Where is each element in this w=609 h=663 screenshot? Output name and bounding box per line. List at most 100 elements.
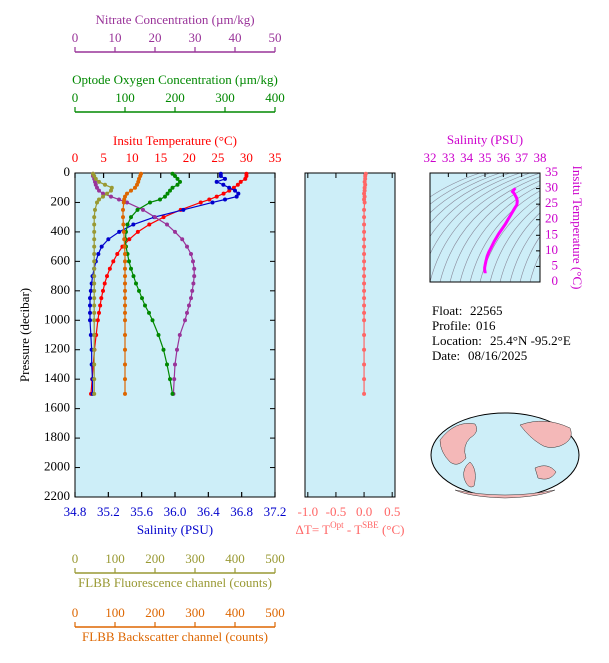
data-point xyxy=(105,274,109,279)
data-point xyxy=(163,194,167,199)
data-point xyxy=(117,229,122,234)
data-point xyxy=(161,347,166,352)
data-point xyxy=(92,288,97,293)
x-axis-label-part: (°C) xyxy=(379,522,405,537)
data-point xyxy=(123,310,127,315)
data-point xyxy=(210,200,215,205)
density-contour xyxy=(439,176,540,282)
x-tick-label: 0 xyxy=(72,551,79,566)
data-point xyxy=(236,191,241,196)
x-tick-label: 35.6 xyxy=(130,504,153,519)
panel-frame xyxy=(304,172,396,498)
data-point xyxy=(92,318,97,323)
x-tick-label: 0 xyxy=(72,605,79,620)
x-tick-label: 400 xyxy=(265,90,285,105)
x-tick-label: 200 xyxy=(145,551,165,566)
x-tick-label: 15 xyxy=(154,150,167,165)
data-point xyxy=(123,318,127,323)
data-point xyxy=(123,274,127,279)
data-point xyxy=(109,194,113,199)
x-tick-label: 35.2 xyxy=(97,504,120,519)
data-point xyxy=(181,207,186,212)
data-point xyxy=(92,310,97,315)
data-point xyxy=(362,362,367,367)
x-tick-label: 500 xyxy=(265,605,285,620)
density-contour xyxy=(430,173,521,238)
x-axis-label: Nitrate Concentration (µm/kg) xyxy=(95,12,254,27)
x-tick-label: 20 xyxy=(149,30,162,45)
info-value: 016 xyxy=(476,318,496,333)
data-point xyxy=(88,288,93,293)
data-point xyxy=(362,333,367,337)
data-point xyxy=(92,377,97,382)
x-tick-label: 32 xyxy=(424,150,437,165)
info-label: Profile: xyxy=(432,318,471,333)
data-point xyxy=(92,252,97,256)
x-axis-label: ΔT= TOpt - TSBE (°C) xyxy=(296,520,405,537)
data-point xyxy=(189,296,193,301)
y-tick-label: 400 xyxy=(51,223,71,238)
data-point xyxy=(88,303,92,308)
data-point xyxy=(150,318,155,323)
data-point xyxy=(362,310,367,315)
density-contour xyxy=(529,253,540,282)
density-contour xyxy=(499,212,540,282)
data-point xyxy=(111,259,116,264)
data-point xyxy=(131,222,136,227)
x-tick-label: 36.8 xyxy=(230,504,253,519)
x-axis-label-part: - T xyxy=(344,522,363,537)
x-tick-label: 100 xyxy=(115,90,135,105)
data-point xyxy=(121,229,126,234)
x-tick-label: 35 xyxy=(479,150,492,165)
x-tick-label: 50 xyxy=(269,30,282,45)
data-point xyxy=(99,296,104,301)
data-point xyxy=(148,200,152,205)
data-point xyxy=(127,259,131,264)
data-point xyxy=(143,303,147,308)
data-point xyxy=(140,296,144,301)
data-point xyxy=(92,237,97,242)
data-point xyxy=(123,252,127,256)
data-point xyxy=(172,377,177,382)
data-point xyxy=(134,281,138,286)
data-point xyxy=(101,288,105,293)
data-point xyxy=(191,259,195,264)
data-point xyxy=(362,259,367,264)
data-point xyxy=(123,347,127,352)
x-axis-label: Optode Oxygen Concentration (µm/kg) xyxy=(72,72,278,87)
x-tick-label: 400 xyxy=(225,551,245,566)
y-tick-label: 15 xyxy=(545,226,558,241)
data-point xyxy=(158,197,162,202)
x-tick-label: 400 xyxy=(225,605,245,620)
density-contour xyxy=(469,190,540,282)
data-point xyxy=(92,229,97,234)
data-point xyxy=(198,200,203,205)
data-point xyxy=(88,310,92,315)
data-point xyxy=(177,333,182,337)
data-point xyxy=(92,173,97,178)
x-axis-label: Salinity (PSU) xyxy=(137,522,213,537)
data-point xyxy=(362,281,367,286)
data-point xyxy=(123,266,127,271)
data-point xyxy=(92,391,97,396)
x-tick-label: 300 xyxy=(215,90,235,105)
x-tick-label: 0.0 xyxy=(356,504,372,519)
data-point xyxy=(95,185,99,190)
data-point xyxy=(165,362,169,367)
y-tick-label: 600 xyxy=(51,252,71,267)
data-point xyxy=(135,182,139,187)
data-point xyxy=(175,176,180,181)
x-tick-label: 33 xyxy=(442,150,455,165)
data-point xyxy=(235,182,240,187)
data-point xyxy=(233,188,237,193)
data-point xyxy=(92,222,97,227)
data-point xyxy=(92,274,97,279)
data-point xyxy=(362,252,367,256)
data-point xyxy=(362,318,367,323)
data-point xyxy=(362,296,367,301)
ts-curve xyxy=(483,187,519,274)
y-tick-label: 20 xyxy=(545,211,558,226)
data-point xyxy=(165,222,169,227)
data-point xyxy=(95,318,100,323)
data-point xyxy=(207,197,212,202)
